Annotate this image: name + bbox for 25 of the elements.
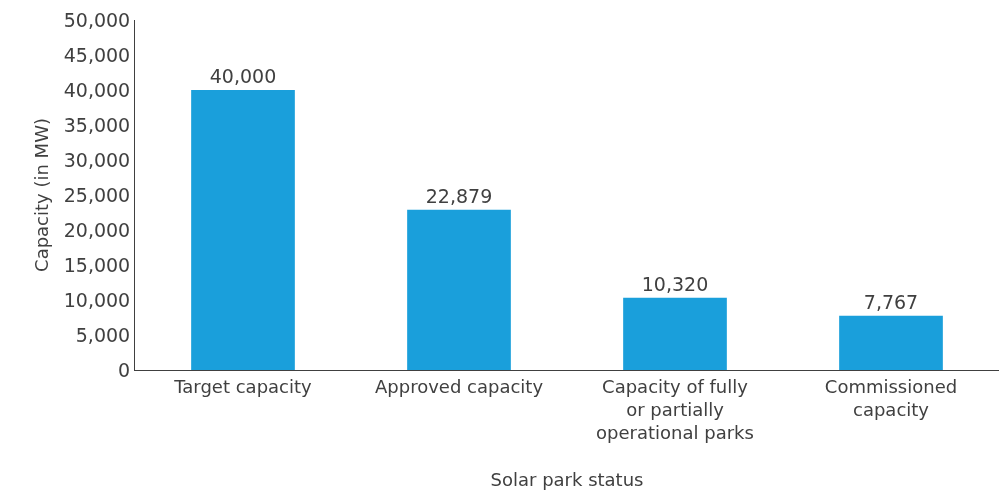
y-tick-label: 35,000 bbox=[63, 113, 131, 136]
y-tick-label: 5,000 bbox=[75, 323, 131, 346]
y-tick-label: 10,000 bbox=[63, 288, 131, 311]
y-tick-label: 45,000 bbox=[63, 43, 131, 66]
x-tick-label: Target capacity bbox=[173, 375, 313, 397]
data-label: 22,879 bbox=[425, 184, 493, 207]
y-tick-label: 30,000 bbox=[63, 148, 131, 171]
x-tick-label: Commissioned capacity bbox=[824, 375, 958, 420]
x-axis-title: Solar park status bbox=[490, 468, 644, 490]
bar bbox=[191, 90, 295, 370]
data-label: 40,000 bbox=[209, 65, 277, 87]
data-label: 7,767 bbox=[863, 290, 919, 313]
bar bbox=[623, 297, 727, 370]
y-tick-label: 50,000 bbox=[63, 8, 131, 31]
data-label: 10,320 bbox=[641, 272, 709, 295]
x-tick-label: Capacity of fully or partially operational parks bbox=[596, 375, 754, 444]
y-tick-label: 40,000 bbox=[63, 78, 131, 101]
y-axis-title: Capacity (in MW) bbox=[30, 118, 52, 272]
y-tick-label: 20,000 bbox=[63, 218, 131, 241]
y-tick-label: 25,000 bbox=[63, 183, 131, 206]
bar bbox=[839, 315, 943, 370]
y-tick-label: 15,000 bbox=[63, 253, 131, 276]
bar bbox=[407, 209, 511, 370]
x-tick-label: Approved capacity bbox=[374, 375, 544, 397]
y-tick-label: 0 bbox=[118, 358, 131, 381]
